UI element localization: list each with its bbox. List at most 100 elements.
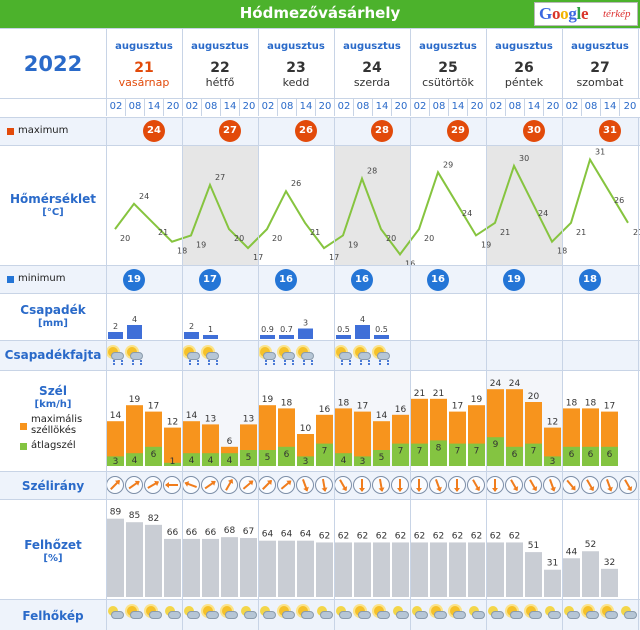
cloud-bar — [601, 568, 618, 597]
wind-direction-icon[interactable] — [220, 476, 238, 494]
avg-wind-bar — [563, 446, 580, 466]
wind-direction-icon[interactable] — [106, 476, 124, 494]
logo-suffix: térkép — [603, 8, 631, 20]
temperature-value: 29 — [443, 160, 453, 169]
direction-arrow-icon — [185, 482, 197, 488]
wind-chart: 1431941761211441346413519518610316718417… — [107, 370, 618, 471]
max-temp-badge: 31 — [599, 120, 621, 142]
hour-label: 20 — [619, 98, 640, 116]
wind-direction-icon[interactable] — [619, 476, 637, 494]
cloud-bar — [430, 542, 447, 597]
cloud-bar — [297, 540, 314, 597]
raindrop-icon — [208, 360, 218, 363]
wind-direction-icon[interactable] — [315, 476, 333, 494]
cloud-value: 51 — [528, 541, 539, 551]
rain-shower-icon — [107, 346, 125, 364]
wind-direction-icon[interactable] — [296, 476, 314, 494]
precip-value: 4 — [132, 315, 137, 324]
wind-direction-icon[interactable] — [144, 476, 162, 494]
cloud-value: 64 — [281, 530, 293, 540]
wind-direction-icon[interactable] — [353, 476, 371, 494]
google-maps-link[interactable]: Google térkép — [534, 2, 638, 26]
precip-value: 0.5 — [375, 325, 388, 334]
hour-label: 02 — [562, 98, 581, 116]
cloud-bar — [373, 542, 390, 597]
logo-letter: o — [551, 4, 561, 23]
wind-direction-icon[interactable] — [277, 476, 295, 494]
wind-direction-icon[interactable] — [391, 476, 409, 494]
gust-value: 14 — [110, 411, 122, 421]
cloud-value: 62 — [395, 531, 406, 541]
sun-cloud-icon — [506, 605, 524, 623]
temperature-value: 20 — [272, 234, 282, 243]
cloud-icon — [510, 611, 523, 619]
cloud-bar — [164, 538, 181, 597]
avg-wind-value: 1 — [170, 457, 176, 467]
wind-direction-icon[interactable] — [467, 476, 485, 494]
wind-direction-icon[interactable] — [429, 476, 447, 494]
wind-direction-icon[interactable] — [600, 476, 618, 494]
cloud-icon — [301, 352, 314, 360]
wind-direction-icon[interactable] — [486, 476, 504, 494]
wind-direction-icon[interactable] — [524, 476, 542, 494]
temp-label: Hőmérséklet [°C] — [9, 192, 97, 218]
cloud-value: 62 — [338, 531, 349, 541]
max-temp-badge: 26 — [295, 120, 317, 142]
hour-label: 20 — [467, 98, 486, 116]
wind-direction-icon[interactable] — [448, 476, 466, 494]
wind-direction-icon[interactable] — [410, 476, 428, 494]
wind-direction-icon[interactable] — [125, 476, 143, 494]
temperature-value: 27 — [215, 173, 225, 182]
wind-direction-icon[interactable] — [372, 476, 390, 494]
precip-bar — [374, 335, 389, 339]
wind-direction-icon[interactable] — [581, 476, 599, 494]
avg-wind-value: 7 — [417, 447, 423, 457]
direction-arrow-icon — [606, 479, 612, 491]
gust-bar — [164, 427, 181, 466]
hour-label: 20 — [391, 98, 410, 116]
temperature-value: 21 — [500, 228, 510, 237]
gust-legend-label: maximális széllökés — [31, 414, 83, 436]
wind-direction-icon[interactable] — [239, 476, 257, 494]
avg-wind-value: 7 — [322, 447, 328, 457]
hour-label: 02 — [334, 98, 353, 116]
cloud-value: 64 — [262, 530, 274, 540]
cloud-bar — [259, 540, 276, 597]
day-month: augusztus — [191, 41, 249, 52]
direction-arrow-icon — [147, 481, 159, 489]
cloud-icon — [320, 611, 333, 619]
cloud-icon — [225, 611, 238, 619]
wind-direction-icon[interactable] — [562, 476, 580, 494]
wind-direction-icon[interactable] — [505, 476, 523, 494]
wind-direction-icon[interactable] — [201, 476, 219, 494]
cloud-value: 62 — [414, 531, 425, 541]
cloud-value: 62 — [357, 531, 368, 541]
precip-value: 0.5 — [337, 325, 350, 334]
temperature-value: 21 — [310, 228, 320, 237]
wind-direction-icon[interactable] — [163, 476, 181, 494]
day-number: 26 — [514, 60, 534, 76]
day-name: szombat — [576, 76, 624, 89]
direction-arrow-icon — [204, 480, 216, 490]
hour-label: 14 — [372, 98, 391, 116]
wind-direction-icon[interactable] — [334, 476, 352, 494]
temperature-value: 21 — [633, 228, 640, 237]
google-logo: Google — [539, 4, 589, 24]
wind-direction-icon[interactable] — [543, 476, 561, 494]
sun-cloud-icon — [601, 605, 619, 623]
moon-cloud-icon — [316, 605, 334, 623]
day-number: 25 — [438, 60, 458, 76]
sun-cloud-icon — [430, 605, 448, 623]
day-month: augusztus — [571, 41, 629, 52]
gust-value: 12 — [547, 418, 558, 428]
direction-arrow-icon — [472, 479, 480, 491]
year-label: 2022 — [23, 52, 83, 76]
direction-arrow-icon — [566, 479, 576, 491]
wind-direction-icon[interactable] — [182, 476, 200, 494]
avg-wind-value: 3 — [360, 457, 366, 467]
avg-wind-bar — [278, 446, 295, 466]
moon-cloud-icon — [259, 605, 277, 623]
direction-arrow-icon — [110, 480, 120, 490]
wind-direction-icon[interactable] — [258, 476, 276, 494]
cloud-bar — [354, 542, 371, 597]
